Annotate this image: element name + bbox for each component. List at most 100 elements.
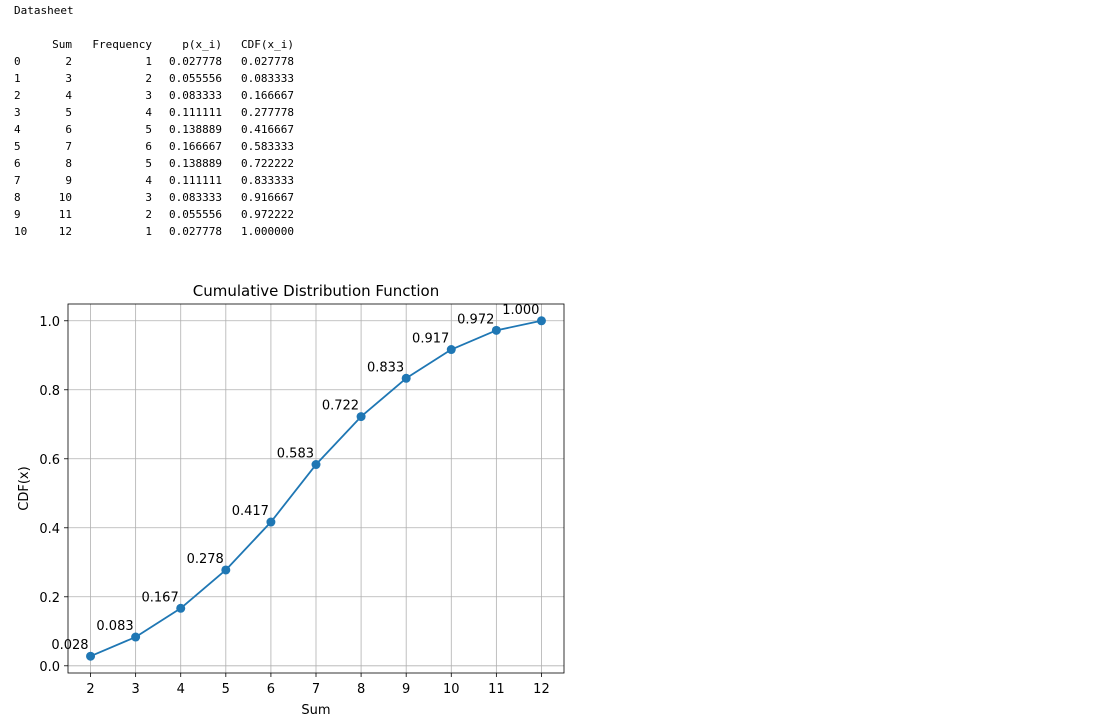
x-tick-label: 6 xyxy=(267,682,275,697)
probability-cell: 0.027778 xyxy=(169,225,222,238)
data-label: 1.000 xyxy=(502,303,539,318)
y-tick-label: 0.0 xyxy=(39,660,60,675)
table-row: 6 8 5 0.138889 0.722222 xyxy=(8,155,294,172)
table-row: 8 10 3 0.083333 0.916667 xyxy=(8,189,294,206)
x-tick-label: 11 xyxy=(488,682,505,697)
sum-cell: 9 xyxy=(65,174,72,187)
cdf-point xyxy=(86,651,96,661)
cdf-cell: 0.277778 xyxy=(241,106,294,119)
row-index: 4 xyxy=(14,123,21,136)
cdf-cell: 0.722222 xyxy=(241,157,294,170)
y-tick-label: 1.0 xyxy=(39,315,60,330)
sum-cell: 4 xyxy=(65,89,72,102)
probability-cell: 0.027778 xyxy=(169,55,222,68)
data-label: 0.917 xyxy=(412,332,449,347)
frequency-cell: 1 xyxy=(145,225,152,238)
datasheet-heading: Datasheet xyxy=(14,4,74,17)
frequency-cell: 1 xyxy=(145,55,152,68)
data-label: 0.278 xyxy=(187,552,224,567)
cdf-point xyxy=(221,565,231,575)
data-label: 0.417 xyxy=(232,504,269,519)
row-index: 5 xyxy=(14,140,21,153)
cdf-point xyxy=(446,345,456,355)
datasheet-table: Sum Frequency p(x_i) CDF(x_i) 0 2 1 0.02777… xyxy=(8,36,294,240)
frequency-cell: 4 xyxy=(145,174,152,187)
cdf-point xyxy=(536,316,546,326)
x-tick-label: 5 xyxy=(222,682,230,697)
sum-cell: 11 xyxy=(58,208,72,221)
cdf-cell: 0.416667 xyxy=(241,123,294,136)
chart-title: Cumulative Distribution Function xyxy=(193,282,439,300)
cdf-cell: 1.000000 xyxy=(241,225,294,238)
cdf-point xyxy=(311,460,321,470)
cdf-cell: 0.083333 xyxy=(241,72,294,85)
column-header-index xyxy=(8,36,50,53)
sum-cell: 7 xyxy=(65,140,72,153)
table-row: 1 3 2 0.055556 0.083333 xyxy=(8,70,294,87)
data-label: 0.083 xyxy=(96,619,133,634)
series-layer xyxy=(86,316,546,661)
column-header-frequency: Frequency xyxy=(92,38,152,51)
probability-cell: 0.111111 xyxy=(169,106,222,119)
sum-cell: 12 xyxy=(58,225,72,238)
row-index: 2 xyxy=(14,89,21,102)
data-label: 0.972 xyxy=(457,312,494,327)
y-tick-label: 0.8 xyxy=(39,384,60,399)
table-row: 3 5 4 0.111111 0.277778 xyxy=(8,104,294,121)
x-axis-label: Sum xyxy=(301,703,330,718)
x-tick-label: 10 xyxy=(443,682,460,697)
probability-cell: 0.083333 xyxy=(169,89,222,102)
y-tick-label: 0.6 xyxy=(39,453,60,468)
sum-cell: 2 xyxy=(65,55,72,68)
data-labels: 0.028 0.083 0.167 0.278 0.417 0.583 0.722 0.833… xyxy=(51,303,539,653)
table-row: 4 6 5 0.138889 0.416667 xyxy=(8,121,294,138)
data-label: 0.028 xyxy=(51,638,88,653)
x-tick-label: 12 xyxy=(533,682,550,697)
table-body: 0 2 1 0.027778 0.027778 1 3 2 0.055556 0.083333 2 4… xyxy=(8,53,294,240)
probability-cell: 0.111111 xyxy=(169,174,222,187)
cdf-point xyxy=(176,603,186,613)
frequency-cell: 2 xyxy=(145,72,152,85)
probability-cell: 0.083333 xyxy=(169,191,222,204)
table-row: 10 12 1 0.027778 1.000000 xyxy=(8,223,294,240)
grid xyxy=(68,304,564,673)
row-index: 8 xyxy=(14,191,21,204)
row-index: 6 xyxy=(14,157,21,170)
row-index: 3 xyxy=(14,106,21,119)
table-header-row: Sum Frequency p(x_i) CDF(x_i) xyxy=(8,36,294,53)
cdf-cell: 0.833333 xyxy=(241,174,294,187)
row-index: 0 xyxy=(14,55,21,68)
data-label: 0.833 xyxy=(367,360,404,375)
row-index: 7 xyxy=(14,174,21,187)
cdf-cell: 0.166667 xyxy=(241,89,294,102)
data-label: 0.583 xyxy=(277,447,314,462)
x-tick-label: 3 xyxy=(131,682,139,697)
axis-ticks: 2 3 4 5 6 7 8 9 10 11 12 0.0 0.2 0.4 0.6 0.8 1.0 xyxy=(39,315,549,697)
x-tick-label: 9 xyxy=(402,682,410,697)
y-axis-label: CDF(x) xyxy=(17,466,32,510)
probability-cell: 0.055556 xyxy=(169,72,222,85)
sum-cell: 8 xyxy=(65,157,72,170)
cdf-point xyxy=(356,412,366,422)
cdf-point xyxy=(401,373,411,383)
column-header-cdf: CDF(x_i) xyxy=(241,38,294,51)
sum-cell: 3 xyxy=(65,72,72,85)
row-index: 1 xyxy=(14,72,21,85)
cdf-cell: 0.972222 xyxy=(241,208,294,221)
probability-cell: 0.166667 xyxy=(169,140,222,153)
row-index: 9 xyxy=(14,208,21,221)
cdf-cell: 0.583333 xyxy=(241,140,294,153)
column-header-sum: Sum xyxy=(52,38,72,51)
x-tick-label: 7 xyxy=(312,682,320,697)
data-label: 0.167 xyxy=(142,590,179,605)
x-tick-label: 4 xyxy=(177,682,185,697)
frequency-cell: 3 xyxy=(145,89,152,102)
frequency-cell: 2 xyxy=(145,208,152,221)
sum-cell: 10 xyxy=(58,191,72,204)
frequency-cell: 6 xyxy=(145,140,152,153)
probability-cell: 0.055556 xyxy=(169,208,222,221)
cdf-point xyxy=(266,517,276,527)
cdf-cell: 0.916667 xyxy=(241,191,294,204)
x-tick-label: 8 xyxy=(357,682,365,697)
column-header-probability: p(x_i) xyxy=(182,38,222,51)
